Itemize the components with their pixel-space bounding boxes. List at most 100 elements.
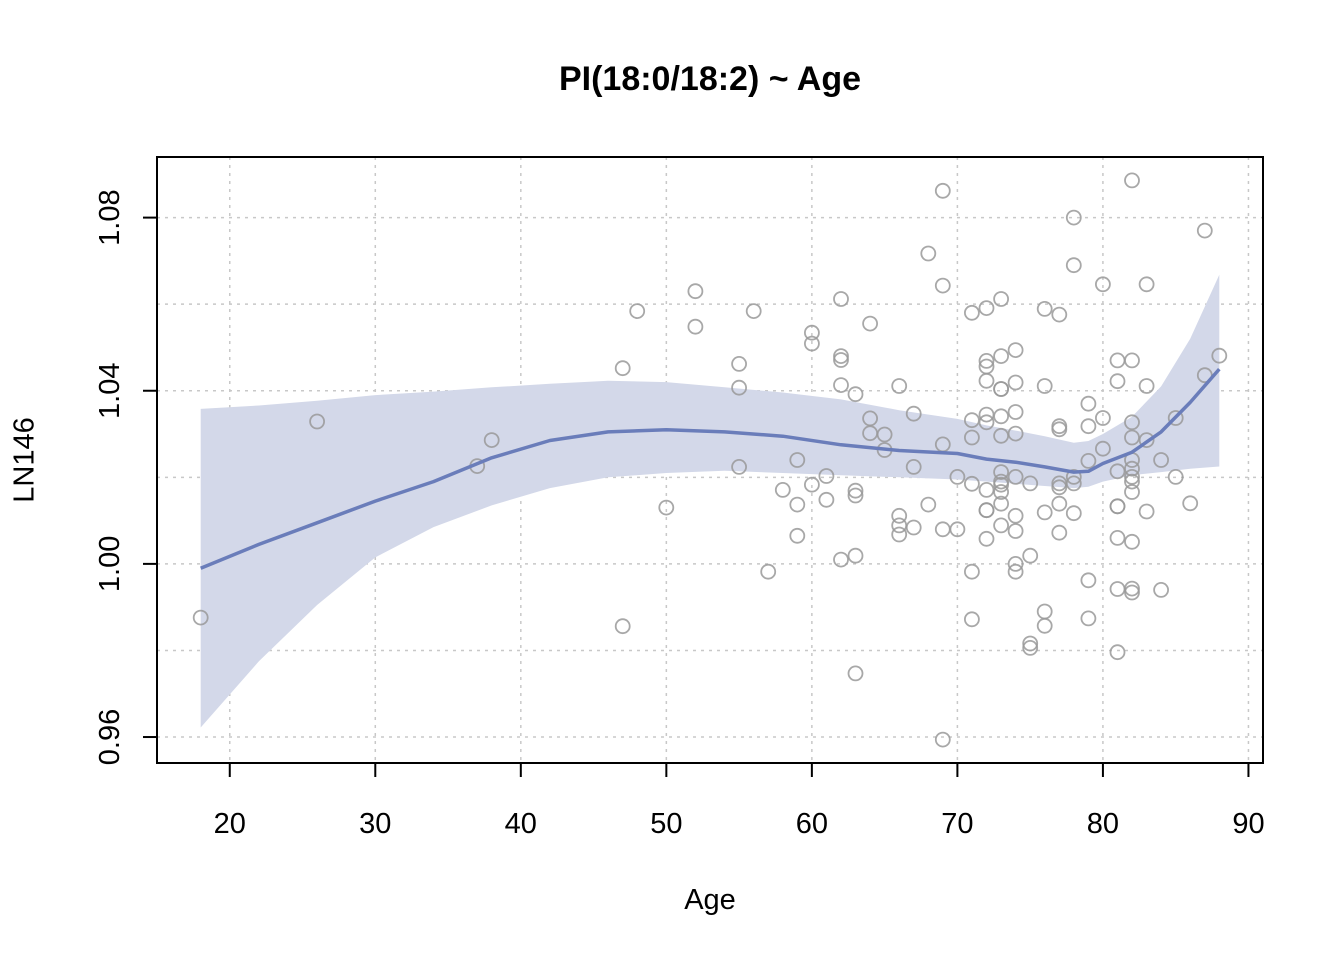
- data-point: [1124, 468, 1140, 485]
- data-point: [192, 609, 209, 626]
- data-point: [1036, 617, 1053, 634]
- data-point: [1036, 378, 1053, 394]
- data-point: [1211, 347, 1228, 364]
- data-point: [920, 245, 937, 262]
- data-point: [1007, 404, 1024, 420]
- data-point: [993, 517, 1009, 534]
- data-point: [847, 547, 864, 564]
- data-point: [1124, 580, 1140, 597]
- data-point: [1182, 495, 1199, 512]
- data-point: [978, 481, 995, 498]
- y-tick-label: 0.96: [94, 709, 126, 765]
- data-point: [1080, 418, 1097, 435]
- data-point: [789, 496, 806, 513]
- data-point: [1080, 452, 1097, 469]
- data-point: [891, 507, 908, 524]
- data-point: [731, 355, 747, 372]
- data-point: [847, 665, 864, 682]
- data-point: [1051, 421, 1068, 438]
- data-point: [1007, 523, 1024, 539]
- data-point: [1036, 603, 1053, 620]
- data-point: [789, 527, 806, 544]
- data-point: [804, 324, 820, 341]
- x-axis-label: Age: [684, 884, 736, 916]
- data-point: [1051, 418, 1068, 435]
- data-point: [1080, 610, 1097, 627]
- data-point: [1109, 498, 1126, 515]
- x-tick-label: 30: [359, 808, 391, 840]
- data-point: [1022, 635, 1039, 652]
- data-point: [1124, 414, 1140, 431]
- data-point: [949, 468, 966, 485]
- data-point: [847, 487, 864, 504]
- data-point: [833, 348, 849, 365]
- data-point: [978, 300, 995, 317]
- data-point: [818, 491, 835, 508]
- data-point: [993, 495, 1009, 512]
- x-tick-label: 40: [505, 808, 537, 840]
- data-point: [978, 502, 995, 519]
- data-point: [731, 379, 747, 396]
- data-point: [1124, 352, 1140, 369]
- y-tick-label: 1.04: [94, 363, 126, 419]
- axes: 20 30 40 50 60 70 80 90 0.96 1.00 1.04 1.08: [94, 189, 1265, 840]
- confidence-band-layer: [200, 274, 1220, 728]
- data-point: [1022, 475, 1039, 492]
- data-point: [847, 386, 864, 403]
- data-point: [978, 530, 995, 547]
- fit-line-layer: [200, 367, 1221, 570]
- data-point: [760, 563, 777, 580]
- data-point: [1124, 584, 1140, 601]
- y-tick-label: 1.00: [94, 536, 126, 592]
- x-tick-label: 60: [796, 808, 828, 840]
- data-point: [1051, 306, 1068, 323]
- data-point: [847, 482, 864, 499]
- data-point: [483, 432, 500, 449]
- data-point: [993, 291, 1009, 307]
- data-point: [1007, 374, 1024, 391]
- data-point: [614, 618, 631, 635]
- data-point: [1095, 276, 1111, 293]
- data-point: [876, 426, 893, 443]
- data-point: [1036, 504, 1053, 521]
- data-point: [905, 405, 922, 422]
- data-point: [1109, 581, 1126, 597]
- data-point: [1109, 373, 1126, 390]
- data-point: [1138, 276, 1155, 293]
- plot-frame: [156, 156, 1264, 764]
- confidence-band: [200, 274, 1220, 728]
- data-point: [1109, 463, 1126, 480]
- data-point: [978, 352, 995, 369]
- data-point: [1124, 460, 1140, 477]
- data-point: [1007, 556, 1024, 572]
- data-point: [1138, 378, 1155, 394]
- data-point: [658, 499, 675, 516]
- data-point: [964, 475, 980, 492]
- data-point: [629, 303, 646, 320]
- data-point: [1138, 432, 1155, 449]
- data-point: [862, 315, 878, 332]
- x-tick-label: 50: [650, 808, 682, 840]
- data-point: [1036, 300, 1053, 317]
- data-point: [978, 414, 995, 431]
- data-point: [833, 352, 849, 368]
- data-point: [993, 484, 1009, 500]
- data-point: [1167, 468, 1184, 485]
- data-point: [1124, 473, 1140, 490]
- data-point: [1065, 257, 1082, 274]
- data-point: [978, 372, 995, 389]
- data-point: [1051, 495, 1068, 512]
- data-point: [920, 496, 937, 513]
- data-point: [993, 381, 1009, 397]
- data-point: [1138, 503, 1155, 520]
- data-point: [1065, 468, 1082, 485]
- data-point: [993, 464, 1009, 481]
- data-point: [1051, 524, 1068, 541]
- data-point: [964, 304, 980, 321]
- data-point: [1007, 425, 1024, 442]
- data-point: [1167, 410, 1184, 426]
- data-point: [905, 458, 922, 475]
- data-point: [934, 521, 951, 538]
- data-point: [687, 283, 704, 300]
- data-point: [934, 731, 951, 748]
